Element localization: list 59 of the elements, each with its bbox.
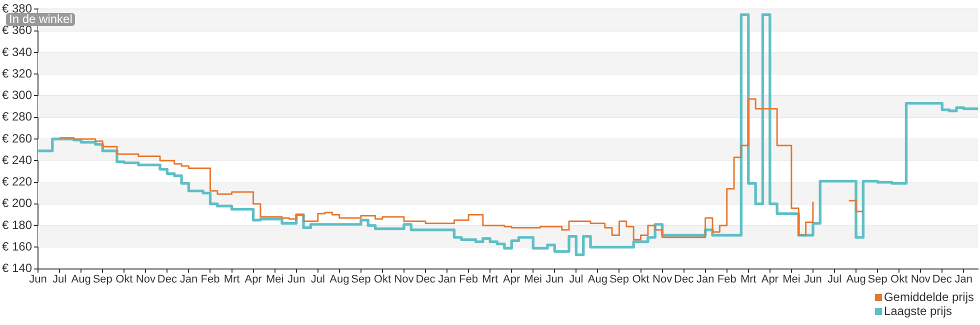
x-tick-label: Sep <box>351 273 371 286</box>
x-tick-label: Feb <box>717 273 736 286</box>
y-tick-label: € 360 <box>2 23 32 38</box>
x-tick-label: Aug <box>330 273 350 286</box>
y-tick-label: € 160 <box>2 239 32 254</box>
x-tick-label: Okt <box>890 273 908 286</box>
x-tick-label: Nov <box>394 273 414 286</box>
y-tick-label: € 180 <box>2 218 32 232</box>
y-tick-label: € 220 <box>2 174 32 189</box>
x-tick-label: Jul <box>52 273 67 286</box>
x-tick-label: Jan <box>180 273 198 286</box>
x-tick-label: Dec <box>674 273 694 286</box>
x-tick-label: Mrt <box>740 273 756 286</box>
x-tick-label: Mrt <box>482 273 498 286</box>
x-tick-label: Mei <box>782 273 800 286</box>
x-tick-label: Dec <box>416 273 436 286</box>
y-tick-label: € 340 <box>2 44 32 59</box>
x-tick-label: Okt <box>632 273 650 286</box>
x-tick-label: Dec <box>157 273 178 286</box>
x-tick-label: Nov <box>910 273 931 286</box>
x-tick-label: Jan <box>438 273 456 286</box>
x-tick-label: Nov <box>136 273 156 286</box>
x-tick-label: Jun <box>546 273 564 286</box>
x-tick-label: Apr <box>503 273 520 286</box>
x-tick-label: Feb <box>200 273 220 286</box>
x-tick-label: Mei <box>266 273 284 286</box>
x-tick-label: Apr <box>244 273 262 286</box>
legend-label: Laagste prijs <box>884 304 952 318</box>
x-tick-label: Mrt <box>224 273 240 286</box>
y-tick-label: € 240 <box>2 152 32 167</box>
y-tick-label: € 280 <box>2 110 32 124</box>
annotation: In de winkel <box>6 12 76 26</box>
y-tick-label: € 300 <box>2 88 32 102</box>
x-tick-label: Mei <box>524 273 542 286</box>
x-tick-label: Sep <box>92 273 112 286</box>
x-tick-label: Dec <box>932 273 952 286</box>
x-tick-label: Aug <box>588 273 608 286</box>
legend-label: Gemiddelde prijs <box>884 290 974 304</box>
x-tick-label: Jan <box>954 273 973 286</box>
x-tick-label: Sep <box>609 273 630 286</box>
x-tick-label: Sep <box>868 273 888 286</box>
y-tick-label: € 200 <box>2 196 32 210</box>
y-tick-label: € 140 <box>2 261 32 276</box>
x-tick-label: Jun <box>804 273 822 286</box>
x-tick-label: Feb <box>459 273 478 286</box>
x-tick-label: Aug <box>846 273 866 286</box>
x-tick-label: Jul <box>310 273 325 286</box>
x-tick-label: Aug <box>71 273 91 286</box>
x-tick-label: Nov <box>652 273 673 286</box>
x-tick-label: Jun <box>287 273 306 286</box>
y-tick-label: € 320 <box>2 66 32 80</box>
x-tick-label: Jan <box>696 273 714 286</box>
y-tick-label: € 260 <box>2 131 32 146</box>
x-tick-label: Jul <box>569 273 584 286</box>
x-tick-label: Jun <box>29 273 47 286</box>
x-tick-label: Jul <box>827 273 842 286</box>
x-tick-label: Okt <box>374 273 392 286</box>
x-tick-label: Apr <box>761 273 779 286</box>
x-tick-label: Okt <box>116 273 133 286</box>
